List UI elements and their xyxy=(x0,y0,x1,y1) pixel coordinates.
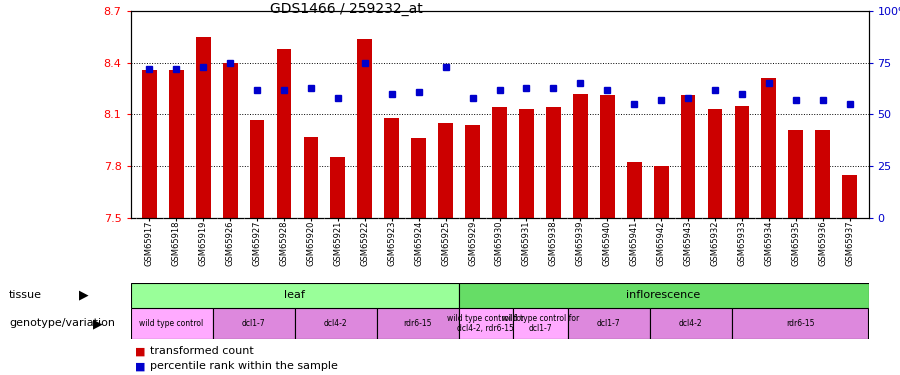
Text: leaf: leaf xyxy=(284,290,305,300)
Text: GSM65924: GSM65924 xyxy=(414,221,423,266)
Text: GSM65935: GSM65935 xyxy=(791,221,800,266)
Bar xyxy=(680,96,696,218)
Text: percentile rank within the sample: percentile rank within the sample xyxy=(150,362,338,371)
Text: GSM65936: GSM65936 xyxy=(818,221,827,266)
Bar xyxy=(458,308,513,339)
Bar xyxy=(276,49,292,217)
Bar xyxy=(653,166,669,218)
Text: GSM65919: GSM65919 xyxy=(199,221,208,266)
Bar xyxy=(376,308,458,339)
Bar xyxy=(650,308,732,339)
Text: GSM65925: GSM65925 xyxy=(441,221,450,266)
Text: GSM65923: GSM65923 xyxy=(387,221,396,266)
Bar xyxy=(599,96,615,218)
Bar xyxy=(626,162,642,218)
Text: rdr6-15: rdr6-15 xyxy=(403,319,432,328)
Bar xyxy=(519,109,534,217)
Bar xyxy=(761,78,777,218)
Text: tissue: tissue xyxy=(9,290,42,300)
Bar xyxy=(732,308,868,339)
Bar xyxy=(357,39,373,218)
Text: GSM65928: GSM65928 xyxy=(280,221,289,266)
Text: dcl4-2: dcl4-2 xyxy=(679,319,703,328)
Text: GSM65927: GSM65927 xyxy=(253,221,262,266)
Text: GSM65943: GSM65943 xyxy=(683,221,692,266)
Bar xyxy=(546,108,561,218)
Text: ■: ■ xyxy=(135,362,146,371)
Bar xyxy=(294,308,376,339)
Bar xyxy=(573,94,588,218)
Text: wild type control: wild type control xyxy=(140,319,203,328)
Text: wild type control for
dcl4-2, rdr6-15: wild type control for dcl4-2, rdr6-15 xyxy=(447,314,525,333)
Text: ▶: ▶ xyxy=(93,317,103,330)
Text: GSM65930: GSM65930 xyxy=(495,221,504,266)
Bar xyxy=(330,158,346,218)
Bar xyxy=(169,70,184,217)
Text: GSM65921: GSM65921 xyxy=(333,221,342,266)
Bar xyxy=(788,130,803,218)
Text: GSM65938: GSM65938 xyxy=(549,221,558,266)
Bar xyxy=(303,137,319,218)
Text: GSM65917: GSM65917 xyxy=(145,221,154,266)
Bar xyxy=(513,308,568,339)
Bar xyxy=(411,138,426,218)
Text: GSM65926: GSM65926 xyxy=(226,221,235,266)
Text: transformed count: transformed count xyxy=(150,346,254,356)
Text: GSM65929: GSM65929 xyxy=(468,221,477,266)
Text: GSM65934: GSM65934 xyxy=(764,221,773,266)
Bar xyxy=(249,120,265,218)
Bar xyxy=(734,106,750,218)
Bar xyxy=(384,118,400,218)
Bar xyxy=(223,63,238,217)
Bar xyxy=(130,283,458,308)
Text: GSM65933: GSM65933 xyxy=(737,221,746,266)
Text: GSM65920: GSM65920 xyxy=(307,221,316,266)
Bar xyxy=(815,130,830,218)
Text: GSM65932: GSM65932 xyxy=(710,221,719,266)
Bar xyxy=(842,174,857,217)
Text: genotype/variation: genotype/variation xyxy=(9,318,115,328)
Text: GSM65922: GSM65922 xyxy=(360,221,369,266)
Text: GSM65918: GSM65918 xyxy=(172,221,181,266)
Text: GSM65942: GSM65942 xyxy=(657,221,666,266)
Text: dcl1-7: dcl1-7 xyxy=(242,319,266,328)
Text: ■: ■ xyxy=(135,346,146,356)
Text: GSM65940: GSM65940 xyxy=(603,221,612,266)
Bar xyxy=(212,308,294,339)
Text: wild type control for
dcl1-7: wild type control for dcl1-7 xyxy=(502,314,579,333)
Bar xyxy=(458,283,868,308)
Text: ▶: ▶ xyxy=(79,289,89,302)
Text: dcl1-7: dcl1-7 xyxy=(597,319,621,328)
Text: rdr6-15: rdr6-15 xyxy=(786,319,815,328)
Bar xyxy=(465,125,480,217)
Text: inflorescence: inflorescence xyxy=(626,290,700,300)
Text: dcl4-2: dcl4-2 xyxy=(324,319,347,328)
Text: GSM65931: GSM65931 xyxy=(522,221,531,266)
Text: GSM65937: GSM65937 xyxy=(845,221,854,266)
Bar xyxy=(707,109,723,217)
Bar xyxy=(438,123,453,218)
Bar xyxy=(196,37,211,218)
Text: GSM65939: GSM65939 xyxy=(576,221,585,266)
Text: GSM65941: GSM65941 xyxy=(630,221,639,266)
Bar xyxy=(130,308,212,339)
Bar xyxy=(568,308,650,339)
Bar xyxy=(492,108,507,218)
Text: GDS1466 / 259232_at: GDS1466 / 259232_at xyxy=(270,2,423,16)
Bar xyxy=(142,70,157,217)
